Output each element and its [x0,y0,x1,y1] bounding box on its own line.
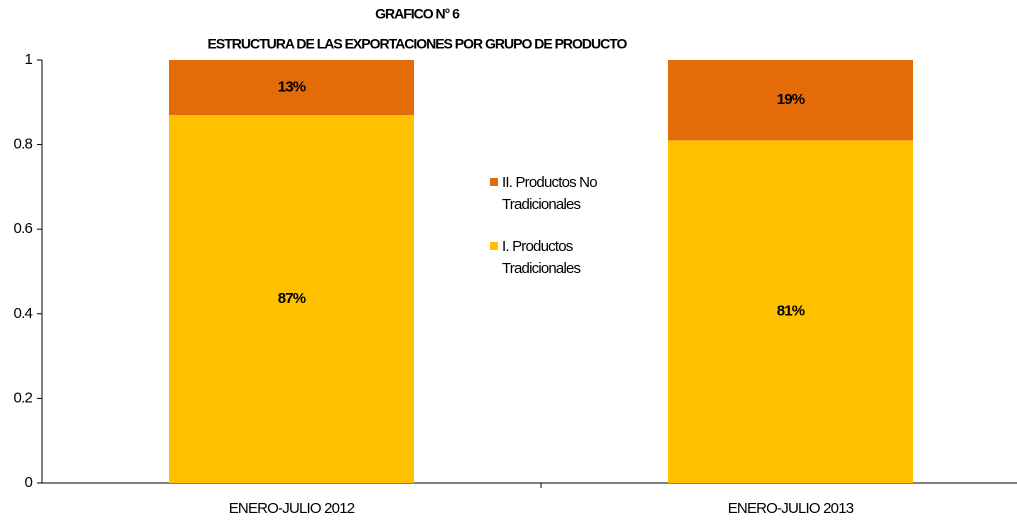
data-label: 19% [777,91,805,108]
y-tick-label: 1 [24,51,32,68]
y-tick-label: 0 [24,474,32,491]
x-tick-label: ENERO-JULIO 2013 [728,500,854,517]
chart-subtitle: ESTRUCTURA DE LAS EXPORTACIONES POR GRUP… [208,36,628,52]
bar-segment [169,114,414,484]
legend-swatch [490,242,498,250]
chart-title: GRAFICO N° 6 [375,6,460,22]
legend-entry: II. Productos No Tradicionales [490,172,625,216]
data-label: 87% [278,290,306,307]
data-label: 81% [777,303,805,320]
y-tick-label: 0.6 [14,220,33,237]
x-tick-label: ENERO-JULIO 2012 [229,500,355,517]
y-tick-label: 0.8 [14,136,33,153]
legend-label: I. Productos Tradicionales [502,238,581,277]
legend-swatch [490,178,498,186]
legend-label: II. Productos No Tradicionales [502,174,598,213]
data-label: 13% [278,78,306,95]
y-tick-label: 0.2 [14,389,33,406]
bar-segment [668,140,913,483]
bar-segment [169,60,414,115]
legend: II. Productos No Tradicionales I. Product… [490,172,625,300]
bar-segment [668,60,913,141]
legend-entry: I. Productos Tradicionales [490,236,625,280]
y-tick-label: 0.4 [14,305,33,322]
